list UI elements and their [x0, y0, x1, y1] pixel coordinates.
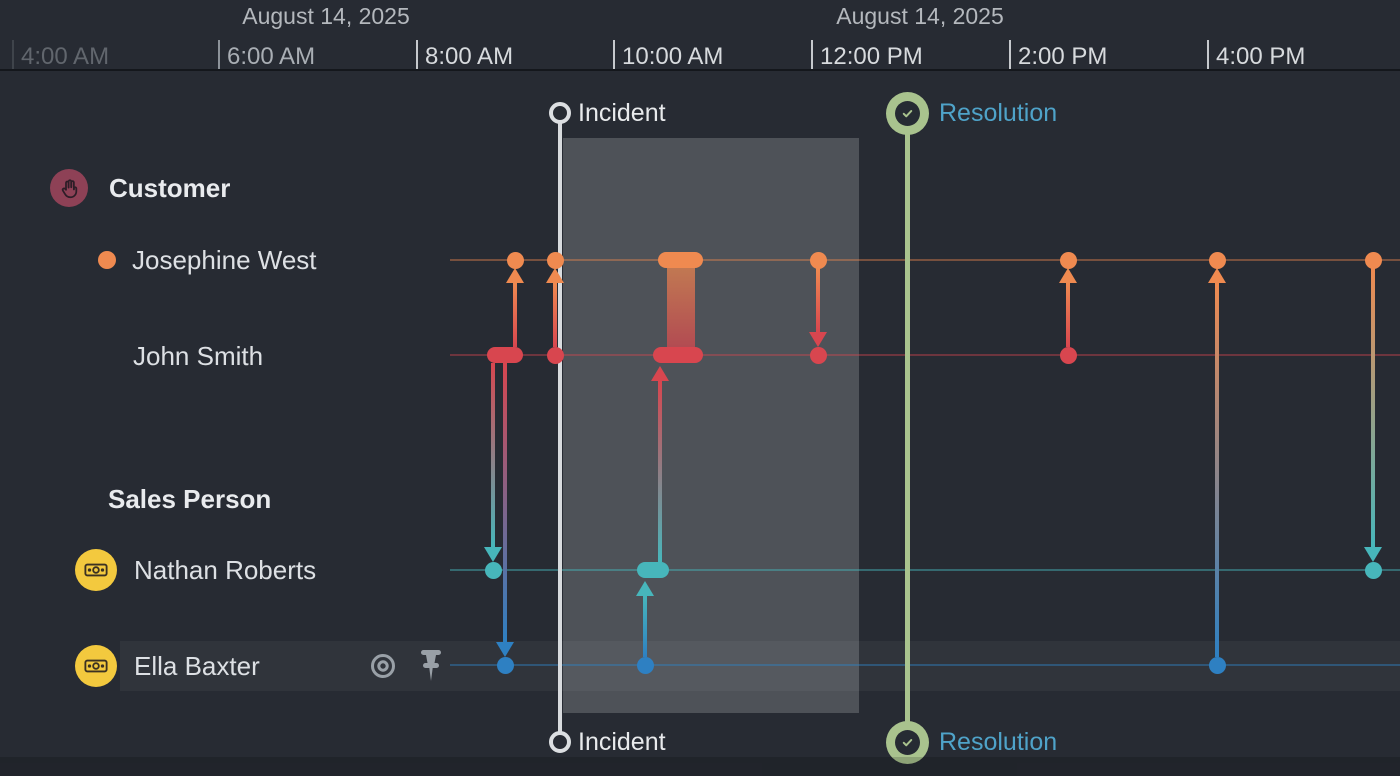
- person-label-nathan-roberts: Nathan Roberts: [134, 555, 317, 585]
- axis-tick-label: 12:00 PM: [820, 43, 923, 70]
- arrowhead-up-icon: [636, 581, 654, 596]
- check-icon: [894, 100, 920, 126]
- incident-circle-top[interactable]: [549, 102, 571, 124]
- arrowhead-up-icon: [1208, 268, 1226, 283]
- check-icon: [894, 729, 920, 755]
- arrowhead-up-icon: [651, 366, 669, 381]
- pin-icon[interactable]: [417, 648, 445, 684]
- axis-tick-line: [416, 40, 418, 69]
- axis-date-label: August 14, 2025: [836, 3, 1004, 29]
- arrowhead-up-icon: [506, 268, 524, 283]
- incident-label-bottom: Incident: [578, 728, 666, 756]
- arrowhead-down-icon: [1364, 547, 1382, 562]
- lane-line-ella-baxter: [450, 664, 1400, 666]
- group-row-customer[interactable]: Customer: [50, 169, 230, 207]
- resolution-label-top: Resolution: [939, 99, 1058, 127]
- axis-tick-line: [12, 40, 14, 69]
- footer-strip: [0, 757, 1400, 776]
- incident-circle-bottom[interactable]: [549, 731, 571, 753]
- event-dot-josephine-west[interactable]: [1059, 251, 1077, 269]
- event-span-john-smith[interactable]: [487, 347, 523, 363]
- connector-shaft: [642, 596, 648, 657]
- group-label-sales-person: Sales Person: [108, 484, 272, 514]
- arrowhead-up-icon: [1059, 268, 1077, 283]
- group-row-sales-person[interactable]: Sales Person: [108, 483, 271, 515]
- axis-separator: [0, 69, 1400, 71]
- highlight-region: [563, 138, 859, 713]
- event-dot-john-smith[interactable]: [1059, 346, 1077, 364]
- arrowhead-down-icon: [809, 332, 827, 347]
- resolution-circle-top[interactable]: [885, 91, 929, 135]
- connector-shaft: [502, 363, 508, 642]
- arrowhead-down-icon: [496, 642, 514, 657]
- resolution-circle-bottom[interactable]: [885, 720, 929, 764]
- event-dot-nathan-roberts[interactable]: [1364, 561, 1382, 579]
- money-icon: [75, 645, 117, 687]
- axis-tick-label: 8:00 AM: [425, 43, 514, 70]
- person-row-john-smith[interactable]: John Smith: [133, 340, 263, 372]
- person-label-josephine-west: Josephine West: [132, 245, 317, 275]
- axis-tick-label: 6:00 AM: [227, 43, 316, 70]
- person-label-ella-baxter: Ella Baxter: [134, 651, 260, 681]
- connector-shaft: [1370, 268, 1376, 547]
- connector-shaft: [512, 283, 518, 347]
- incident-label-top: Incident: [578, 99, 666, 127]
- target-icon[interactable]: [369, 652, 397, 680]
- connector-shaft: [552, 283, 558, 347]
- event-span-john-smith[interactable]: [653, 347, 703, 363]
- axis-tick-line: [811, 40, 813, 69]
- marker-line-resolution: [904, 134, 910, 722]
- axis-tick-label: 2:00 PM: [1018, 43, 1108, 70]
- event-dot-josephine-west[interactable]: [1208, 251, 1226, 269]
- event-dot-nathan-roberts[interactable]: [484, 561, 502, 579]
- person-row-ella-baxter[interactable]: Ella Baxter: [75, 645, 260, 687]
- group-label-customer: Customer: [109, 173, 231, 203]
- event-span-josephine-west[interactable]: [658, 252, 703, 268]
- connector-shaft: [1065, 283, 1071, 347]
- connector-shaft: [1214, 283, 1220, 657]
- lane-line-nathan-roberts: [450, 569, 1400, 571]
- arrowhead-down-icon: [484, 547, 502, 562]
- event-dot-josephine-west[interactable]: [506, 251, 524, 269]
- lane-line-john-smith: [450, 354, 1400, 356]
- arrowhead-up-icon: [546, 268, 564, 283]
- resolution-label-bottom: Resolution: [939, 728, 1058, 756]
- event-dot-ella-baxter[interactable]: [636, 656, 654, 674]
- person-label-john-smith: John Smith: [133, 341, 264, 371]
- lane-line-josephine-west: [450, 259, 1400, 261]
- axis-tick-line: [218, 40, 220, 69]
- connector-bar: [667, 264, 695, 351]
- hand-icon: [50, 169, 88, 207]
- event-dot-josephine-west[interactable]: [546, 251, 564, 269]
- marker-line-incident: [558, 121, 562, 734]
- event-dot-josephine-west[interactable]: [809, 251, 827, 269]
- connector-shaft: [657, 381, 663, 562]
- axis-tick-line: [1207, 40, 1209, 69]
- event-span-nathan-roberts[interactable]: [637, 562, 669, 578]
- axis-tick-label: 10:00 AM: [622, 43, 724, 70]
- event-dot-ella-baxter[interactable]: [496, 656, 514, 674]
- person-row-nathan-roberts[interactable]: Nathan Roberts: [75, 549, 316, 591]
- axis-tick-label: 4:00 AM: [21, 43, 110, 70]
- color-dot-icon: [98, 251, 116, 269]
- connector-shaft: [815, 268, 821, 332]
- person-row-josephine-west[interactable]: Josephine West: [98, 244, 317, 276]
- event-dot-john-smith[interactable]: [546, 346, 564, 364]
- event-dot-ella-baxter[interactable]: [1208, 656, 1226, 674]
- axis-tick-line: [1009, 40, 1011, 69]
- axis-tick-line: [613, 40, 615, 69]
- event-dot-john-smith[interactable]: [809, 346, 827, 364]
- connector-shaft: [490, 363, 496, 547]
- axis-tick-label: 4:00 PM: [1216, 43, 1306, 70]
- row-highlight-ella-baxter: [120, 641, 1400, 691]
- event-dot-josephine-west[interactable]: [1364, 251, 1382, 269]
- money-icon: [75, 549, 117, 591]
- axis-date-label: August 14, 2025: [242, 3, 410, 29]
